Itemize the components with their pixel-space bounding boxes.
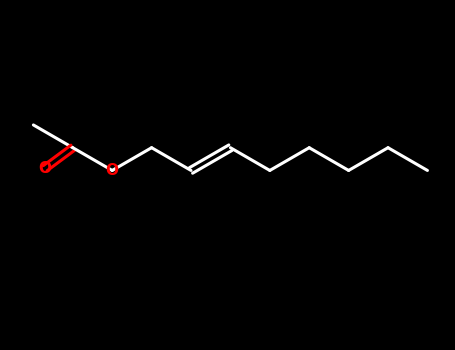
Text: O: O	[106, 163, 119, 178]
Text: O: O	[39, 161, 52, 176]
